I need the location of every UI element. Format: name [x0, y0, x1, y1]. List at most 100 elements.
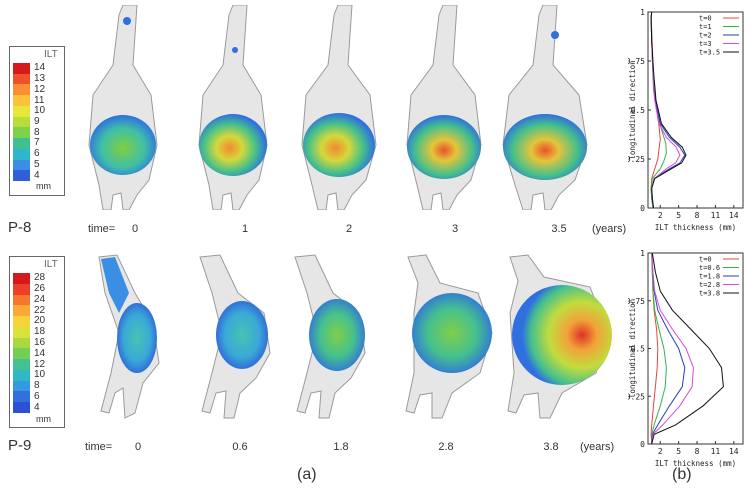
- time-value: 0: [134, 441, 142, 453]
- ilt-thickness-chart-p8: 0 0.25 0.5 0.75 1 2 5 8 11 14 ILT thickness (mm) lo…: [628, 8, 744, 232]
- time-value: 1: [241, 223, 249, 235]
- colorbar-tick-label: 22: [34, 304, 46, 316]
- colorbar-tick-label: 10: [34, 369, 46, 381]
- colorbar-swatch: [13, 159, 30, 171]
- x-tick-label: 14: [729, 211, 739, 220]
- time-unit-p8: (years): [592, 223, 627, 235]
- colorbar-swatch: [13, 170, 30, 182]
- colorbar-tick-label: 8: [34, 380, 40, 392]
- colorbar-swatch: [13, 273, 30, 285]
- colorbar-tick-label: 18: [34, 326, 46, 338]
- aneurysm-p8-t3: [406, 5, 482, 210]
- colorbar-swatch: [13, 326, 30, 339]
- time-value: 2: [345, 223, 353, 235]
- colorbar-swatch: [13, 105, 30, 118]
- colorbar-tick-label: 24: [34, 293, 46, 305]
- series-line: [651, 252, 667, 444]
- time-value: 2.8: [438, 441, 454, 453]
- series-line: [651, 252, 694, 445]
- colorbar-p9: ILT 28 26 24 22 20 18 16 14 12 10 8 6 4 mm: [9, 256, 65, 428]
- y-tick-label: 0.75: [628, 297, 645, 306]
- x-axis-label: ILT thickness (mm): [655, 223, 736, 232]
- colorbar-tick-label: 11: [34, 94, 45, 106]
- y-tick-label: 1: [640, 8, 645, 17]
- time-label-p9: time=: [85, 441, 113, 453]
- x-axis-label: ILT thickness (mm): [655, 459, 736, 468]
- patient-label-p9: P-9: [8, 437, 32, 454]
- colorbar-p8: ILT 14 13 12 11 10 9 8 7 6 5 4 mm: [9, 46, 65, 196]
- colorbar-swatches: [13, 273, 30, 414]
- colorbar-swatches: [13, 63, 30, 182]
- x-tick-label: 2: [658, 447, 663, 456]
- y-tick-label: 0: [640, 440, 645, 449]
- series-line: [650, 11, 687, 209]
- x-tick-label: 11: [711, 447, 721, 456]
- x-tick-label: 11: [711, 211, 721, 220]
- colorbar-tick-label: 26: [34, 283, 46, 295]
- legend-label: t=0: [699, 15, 712, 23]
- panel-label-b: (b): [672, 466, 692, 483]
- aneurysm-p9-t1-8: [294, 254, 366, 419]
- time-value: 1.8: [333, 441, 349, 453]
- time-value: 3.8: [543, 441, 559, 453]
- aneurysm-p9-t0: [98, 254, 160, 419]
- colorbar-title: ILT: [44, 49, 58, 60]
- time-unit-p9: (years): [580, 441, 615, 453]
- colorbar-tick-label: 9: [34, 116, 40, 127]
- colorbar-swatch: [13, 369, 30, 382]
- colorbar-tick-label: 14: [34, 347, 46, 359]
- colorbar-tick-label: 12: [34, 358, 46, 370]
- aneurysm-p8-t0: [88, 5, 158, 210]
- colorbar-tick-label: 28: [34, 272, 46, 284]
- aneurysm-p8-t2: [301, 5, 377, 210]
- colorbar-swatch: [13, 380, 30, 392]
- legend-label: t=1.8: [699, 273, 720, 281]
- colorbar-swatch: [13, 127, 30, 139]
- patient-label-p8: P-8: [8, 219, 32, 236]
- legend-label: t=3.5: [699, 49, 720, 57]
- legend-label: t=3: [699, 40, 712, 48]
- colorbar-swatch: [13, 63, 30, 75]
- colorbar-tick-label: 4: [34, 401, 40, 413]
- aneurysm-p8-t1: [198, 5, 268, 210]
- colorbar-swatch: [13, 95, 30, 107]
- x-tick-label: 14: [729, 447, 739, 456]
- aneurysm-images-p8: [88, 5, 588, 210]
- colorbar-unit: mm: [36, 181, 51, 191]
- y-tick-label: 0: [640, 204, 645, 213]
- colorbar-swatch: [13, 73, 30, 85]
- series-line: [651, 252, 724, 445]
- colorbar-tick-label: 12: [34, 83, 46, 95]
- colorbar-tick-label: 14: [34, 62, 46, 74]
- legend-label: t=0.6: [699, 264, 720, 272]
- colorbar-tick-label: 8: [34, 126, 40, 138]
- colorbar-tick-label: 20: [34, 315, 46, 327]
- time-value: 3: [451, 223, 459, 235]
- colorbar-tick-label: 16: [34, 337, 46, 348]
- y-tick-label: 0.25: [628, 392, 645, 401]
- y-axis-label: longitudinal direction: [628, 299, 637, 398]
- colorbar-tick-label: 4: [34, 169, 40, 181]
- colorbar-ticks: 14 13 12 11 10 9 8 7 6 5 4: [34, 62, 60, 181]
- colorbar-tick-label: 13: [34, 73, 46, 85]
- colorbar-swatch: [13, 294, 30, 306]
- colorbar-tick-label: 7: [34, 137, 40, 149]
- colorbar-ticks: 28 26 24 22 20 18 16 14 12 10 8 6 4: [34, 272, 60, 413]
- colorbar-swatch: [13, 359, 30, 371]
- x-tick-label: 5: [676, 447, 681, 456]
- colorbar-swatch: [13, 348, 30, 360]
- legend-label: t=0: [699, 256, 712, 264]
- time-label-p8: time=: [88, 223, 116, 235]
- colorbar-swatch: [13, 337, 30, 349]
- time-value: 0.6: [232, 441, 248, 453]
- aneurysm-p8-t3-5: [502, 5, 588, 210]
- colorbar-tick-label: 10: [34, 105, 46, 117]
- x-tick-label: 8: [695, 211, 700, 220]
- time-value: 3.5: [551, 223, 567, 235]
- colorbar-swatch: [13, 116, 30, 128]
- colorbar-swatch: [13, 283, 30, 296]
- y-tick-label: 0.25: [628, 155, 645, 164]
- colorbar-swatch: [13, 148, 30, 161]
- legend-label: t=3.8: [699, 290, 720, 298]
- colorbar-swatch: [13, 305, 30, 317]
